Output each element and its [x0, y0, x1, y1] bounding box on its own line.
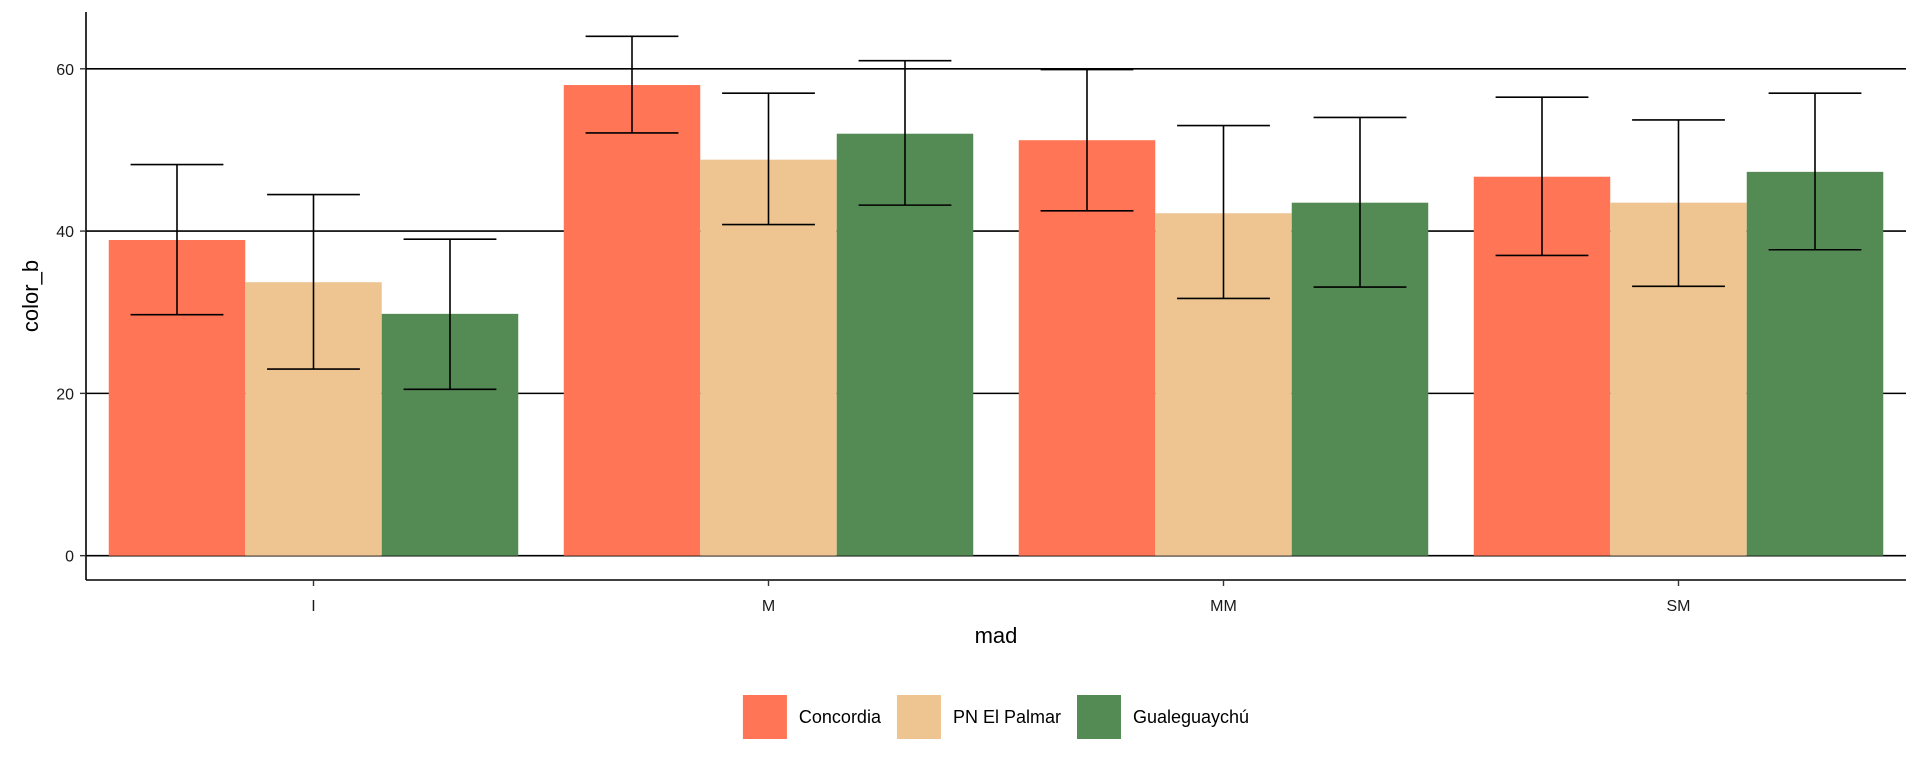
y-tick-label-0: 0: [65, 549, 74, 566]
legend-label-0: Concordia: [799, 707, 882, 727]
y-axis-title: color_b: [18, 260, 43, 332]
legend-key-2: [1076, 695, 1121, 739]
x-ticks: I M MM SM: [311, 580, 1691, 615]
y-ticks: 0 20 40 60: [56, 62, 86, 566]
bars: [108, 85, 1884, 556]
y-tick-label-60: 60: [56, 62, 74, 79]
legend-label-1: PN El Palmar: [953, 707, 1061, 727]
legend-key-1: [896, 695, 941, 739]
axes: [85, 12, 1906, 581]
legend: Concordia PN El Palmar Gualeguaychú: [742, 695, 1249, 739]
error-bars: [130, 35, 1862, 391]
y-tick-label-40: 40: [56, 224, 74, 241]
x-tick-label-MM: MM: [1210, 598, 1237, 615]
bar-M-0: [563, 85, 701, 556]
x-axis-title: mad: [975, 623, 1018, 648]
bar-M-1: [700, 159, 837, 556]
legend-key-0: [742, 695, 787, 739]
x-tick-label-M: M: [762, 598, 775, 615]
x-tick-label-I: I: [311, 598, 315, 615]
legend-label-2: Gualeguaychú: [1133, 707, 1249, 727]
x-tick-label-SM: SM: [1667, 598, 1691, 615]
y-tick-label-20: 20: [56, 386, 74, 403]
